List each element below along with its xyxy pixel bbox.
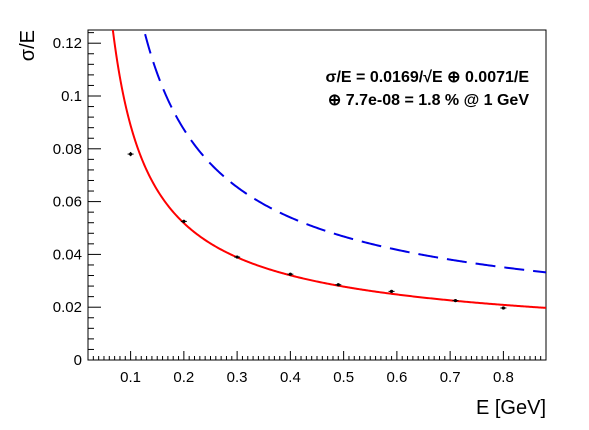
data-point [335, 283, 342, 287]
axes-layer: 0.1 0.2 0.3 0.4 0.5 0.6 0.7 0.8 0 0.02 0.04 0.06 0.0… [53, 32, 542, 386]
data-point [127, 151, 134, 157]
data-point [180, 219, 187, 223]
x-tick-label: 0.7 [440, 369, 461, 386]
x-tick-label: 0.8 [493, 369, 514, 386]
x-tick-label: 0.3 [227, 369, 248, 386]
y-tick-label: 0.12 [53, 35, 82, 52]
x-tick-label: 0.1 [120, 369, 141, 386]
x-tick-label: 0.4 [280, 369, 301, 386]
data-point [287, 272, 294, 276]
x-tick-label: 0.5 [333, 369, 354, 386]
y-tick-label: 0.06 [53, 194, 82, 211]
x-axis-title: E [GeV] [476, 397, 546, 419]
x-tick-label: 0.2 [173, 369, 194, 386]
y-tick-label: 0.04 [53, 246, 82, 263]
data-point [452, 299, 459, 303]
y-tick-label: 0 [74, 352, 82, 369]
points-layer [127, 151, 507, 310]
resolution-formula-line2: ⊕ 7.7e-08 = 1.8 % @ 1 GeV [328, 92, 529, 109]
y-tick-label: 0.02 [53, 299, 82, 316]
data-point [234, 255, 241, 259]
x-tick-label: 0.6 [386, 369, 407, 386]
resolution-formula-line1: σ/E = 0.0169/√E ⊕ 0.0071/E [326, 69, 530, 86]
y-tick-label: 0.08 [53, 141, 82, 158]
data-point [388, 289, 395, 293]
data-point [500, 306, 507, 310]
solid-fit-curve [111, 30, 546, 309]
dashed-fit-curve [143, 30, 546, 274]
curves-layer [111, 30, 546, 309]
y-tick-label: 0.1 [61, 88, 82, 105]
y-axis-title: σ/E [17, 30, 39, 61]
